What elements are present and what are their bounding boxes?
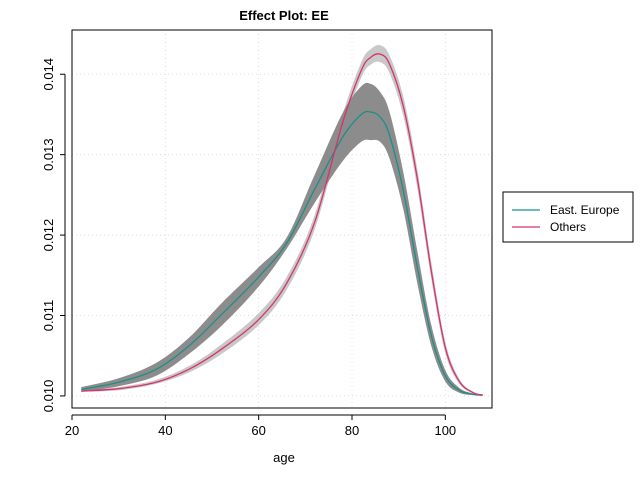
y-axis: 0.010 0.011 0.012 0.013 0.014	[41, 58, 66, 413]
y-tick-label: 0.010	[41, 380, 56, 413]
plot-frame	[71, 29, 493, 409]
x-axis: 20 40 60 80 100	[65, 414, 456, 438]
x-tick-label: 20	[65, 423, 79, 438]
y-tick-label: 0.011	[41, 300, 56, 332]
grid-lines	[71, 30, 492, 408]
x-axis-label: age	[273, 450, 295, 465]
legend-label-east-europe: East. Europe	[550, 203, 620, 217]
x-tick-label: 60	[251, 423, 265, 438]
y-tick-label: 0.013	[41, 138, 56, 171]
x-tick-label: 40	[158, 423, 172, 438]
band-east-europe	[81, 82, 483, 396]
band-others	[81, 45, 483, 396]
line-east-europe	[81, 110, 483, 396]
x-tick-label: 100	[434, 423, 456, 438]
plot-area	[71, 29, 493, 409]
legend-label-others: Others	[550, 220, 586, 234]
line-others	[81, 53, 483, 396]
legend-box	[502, 191, 634, 243]
series-lines	[81, 53, 483, 396]
chart-title: Effect Plot: EE	[239, 8, 329, 23]
x-tick-label: 80	[345, 423, 359, 438]
y-tick-label: 0.012	[41, 219, 56, 252]
y-tick-label: 0.014	[41, 58, 56, 91]
legend: East. Europe Others	[502, 191, 634, 243]
confidence-bands	[81, 45, 483, 396]
